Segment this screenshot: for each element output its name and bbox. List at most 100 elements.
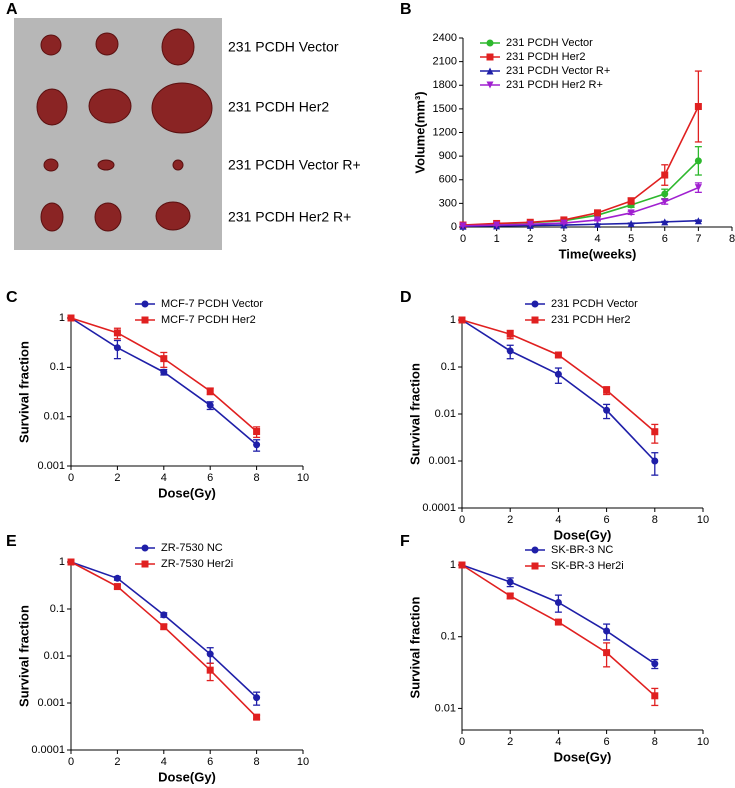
marker	[627, 197, 635, 205]
marker	[113, 583, 121, 591]
x-axis-title: Dose(Gy)	[158, 485, 216, 500]
x-tick-label: 4	[555, 736, 561, 748]
x-tick-label: 0	[68, 756, 74, 768]
marker	[113, 344, 121, 352]
tumor	[43, 158, 59, 172]
series-line	[462, 186, 699, 227]
tumor	[40, 202, 64, 232]
x-tick-label: 10	[297, 472, 309, 484]
tumor	[36, 88, 68, 126]
marker	[651, 428, 659, 436]
legend-label: 231 PCDH Her2 R+	[506, 79, 603, 91]
tumor	[94, 202, 122, 232]
marker	[493, 221, 501, 229]
marker	[253, 694, 261, 702]
marker	[206, 401, 214, 409]
marker	[141, 300, 149, 308]
y-tick-label: 0.1	[50, 361, 65, 373]
legend-label: 231 PCDH Her2	[551, 314, 630, 326]
legend-label: ZR-7530 NC	[161, 542, 223, 554]
series-line	[70, 317, 258, 446]
marker	[486, 53, 494, 61]
marker	[141, 316, 149, 324]
tumor	[161, 28, 195, 66]
photo-label: 231 PCDH Her2 R+	[228, 209, 351, 225]
marker	[206, 666, 214, 674]
y-tick-label: 0.1	[441, 361, 456, 373]
y-tick-label: 0.01	[44, 650, 65, 662]
marker	[459, 222, 467, 230]
legend-label: 231 PCDH Vector R+	[506, 65, 610, 77]
x-tick-label: 10	[697, 514, 709, 526]
marker	[506, 578, 514, 586]
y-tick-label: 1	[59, 556, 65, 568]
x-axis-title: Dose(Gy)	[554, 527, 612, 542]
x-tick-label: 7	[695, 233, 701, 245]
x-tick-label: 6	[604, 514, 610, 526]
y-axis-title: Volume(mm³)	[412, 91, 427, 173]
panel-letter: A	[6, 1, 18, 18]
marker	[603, 627, 611, 635]
marker	[506, 592, 514, 600]
legend-label: 231 PCDH Her2	[506, 51, 585, 63]
x-tick-label: 8	[254, 756, 260, 768]
y-tick-label: 0.001	[37, 697, 65, 709]
marker	[253, 713, 261, 721]
marker	[651, 660, 659, 668]
marker	[486, 39, 494, 47]
marker	[160, 355, 168, 363]
x-tick-label: 6	[604, 736, 610, 748]
y-tick-label: 1	[59, 312, 65, 324]
x-axis-title: Dose(Gy)	[158, 769, 216, 784]
x-tick-label: 10	[697, 736, 709, 748]
marker	[603, 649, 611, 657]
marker	[661, 190, 669, 198]
tumor	[172, 159, 184, 171]
x-tick-label: 6	[662, 233, 668, 245]
marker	[560, 219, 568, 227]
marker	[661, 171, 669, 179]
x-tick-label: 4	[594, 233, 600, 245]
legend-label: ZR-7530 Her2i	[161, 558, 233, 570]
series-line	[461, 319, 656, 462]
series-line	[462, 219, 699, 228]
y-tick-label: 0.001	[37, 460, 65, 472]
marker	[594, 220, 601, 228]
x-tick-label: 6	[207, 472, 213, 484]
x-tick-label: 8	[729, 233, 735, 245]
legend-label: MCF-7 PCDH Vector	[161, 298, 263, 310]
marker	[141, 544, 149, 552]
marker	[160, 611, 168, 619]
marker	[458, 316, 466, 324]
legend-label: MCF-7 PCDH Her2	[161, 314, 256, 326]
marker	[627, 219, 635, 227]
y-axis-title: Survival fraction	[16, 605, 31, 707]
x-tick-label: 8	[652, 514, 658, 526]
panel-letter: E	[6, 533, 17, 550]
y-tick-label: 1200	[433, 126, 457, 138]
marker	[253, 428, 261, 436]
marker	[67, 558, 75, 566]
x-tick-label: 2	[114, 472, 120, 484]
marker	[458, 561, 466, 569]
panel-letter: F	[400, 533, 410, 550]
marker	[506, 330, 514, 338]
marker	[603, 406, 611, 414]
marker	[594, 209, 601, 217]
marker	[627, 209, 635, 217]
x-tick-label: 0	[460, 233, 466, 245]
marker	[554, 598, 562, 606]
series-line	[461, 564, 656, 665]
y-tick-label: 0.01	[44, 411, 65, 423]
y-tick-label: 1500	[433, 103, 457, 115]
marker	[113, 329, 121, 337]
marker	[160, 623, 168, 631]
series-line	[70, 561, 258, 718]
tumor	[88, 88, 132, 124]
photo-label: 231 PCDH Vector R+	[228, 157, 361, 173]
marker	[113, 574, 121, 582]
x-tick-label: 2	[507, 736, 513, 748]
panel-letter: D	[400, 289, 412, 306]
